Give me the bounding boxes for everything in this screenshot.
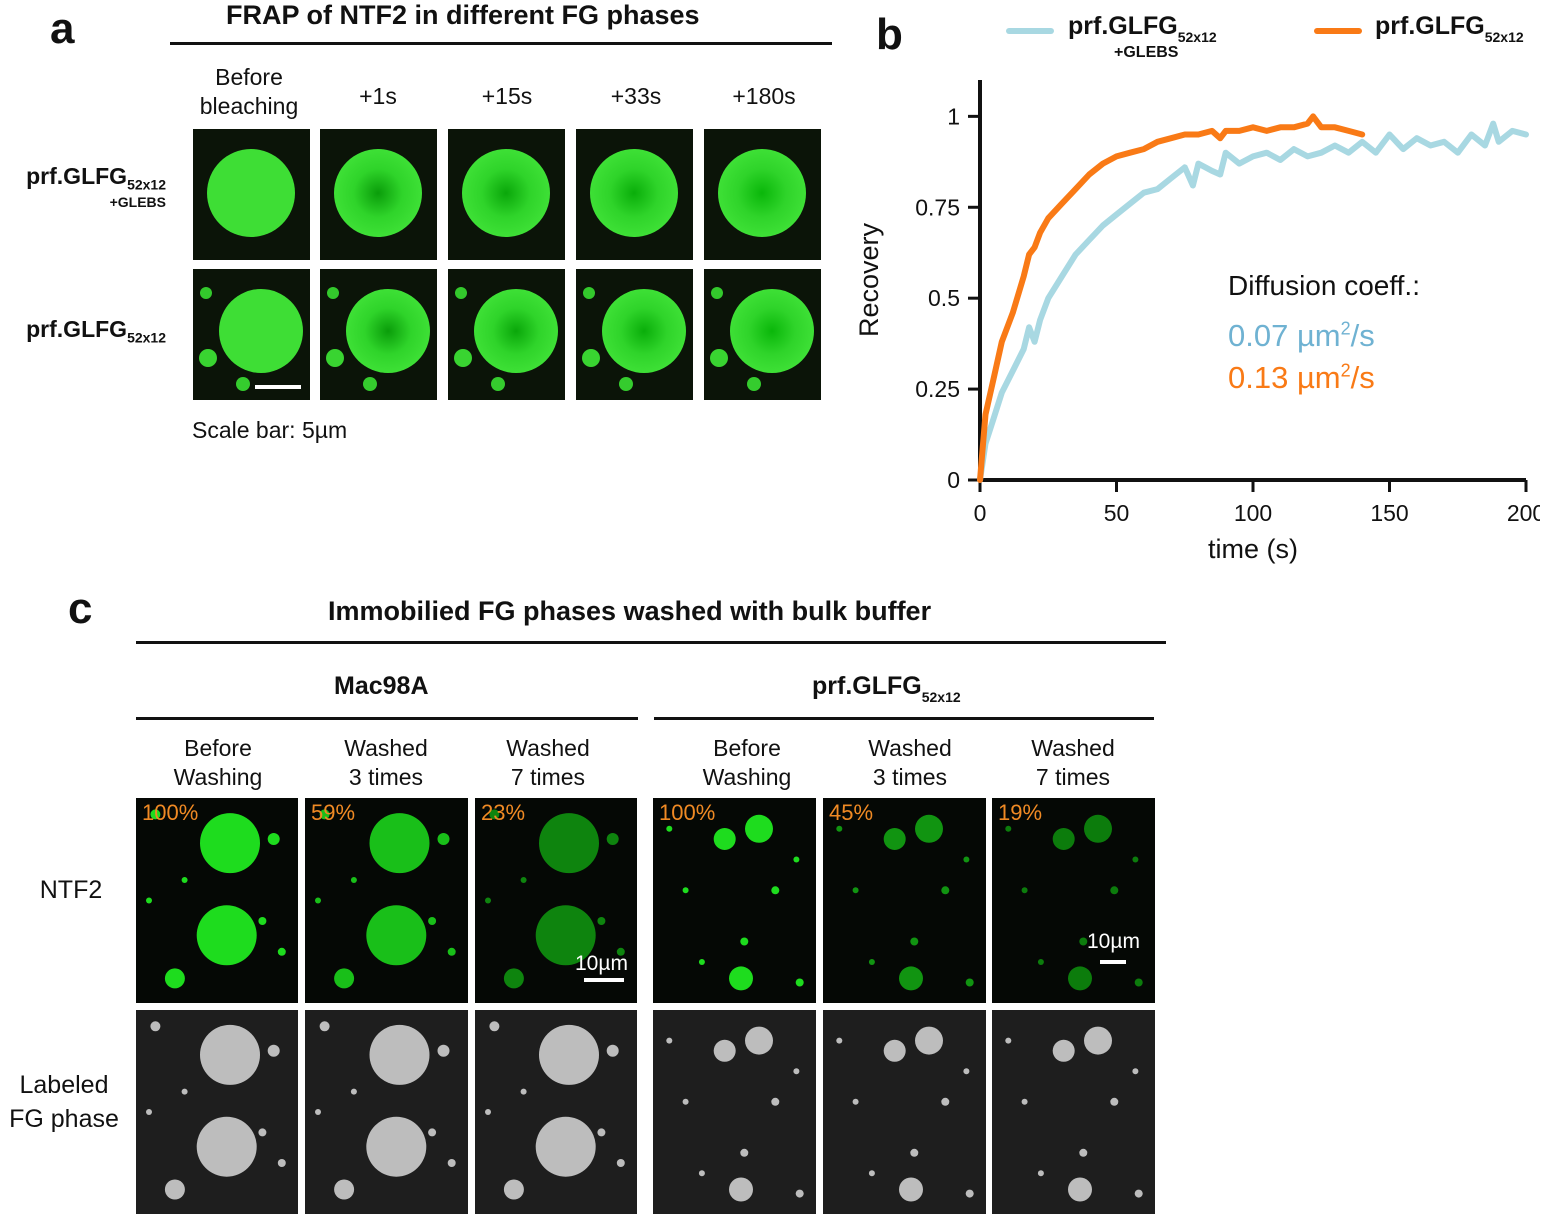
ntf2-micrograph: 100% [136, 798, 298, 1003]
y-tick-label: 0 [947, 467, 960, 493]
row-label-ntf2: NTF2 [39, 876, 103, 904]
ntf2-retention-percent: 59% [311, 800, 356, 825]
fg-phase-micrograph [305, 1010, 468, 1214]
series-line-plain [977, 113, 1366, 483]
frap-micrograph [320, 129, 437, 260]
ntf2-retention-percent: 45% [829, 800, 874, 825]
fg-phase-micrograph [136, 1010, 298, 1214]
fg-phase-micrograph [992, 1010, 1155, 1214]
panel-b-letter: b [876, 10, 903, 59]
panel-c-column-header: Before Washing [173, 735, 263, 790]
x-tick-label: 100 [1234, 500, 1272, 526]
group-rule-mac98a [136, 717, 638, 720]
fg-phase-micrograph [653, 1010, 816, 1214]
group-rule-prf [654, 717, 1154, 720]
x-axis-label: time (s) [1208, 534, 1298, 564]
ntf2-retention-percent: 100% [659, 800, 716, 825]
frap-micrograph [193, 129, 310, 260]
scale-bar-label-prf: 10µm [1087, 930, 1140, 953]
ntf2-retention-percent: 100% [142, 800, 199, 825]
legend-swatch-glebs [1006, 28, 1054, 34]
frap-micrograph [704, 269, 821, 400]
row-label-labeled-fg-phase: Labeled FG phase [9, 1071, 119, 1133]
panel-c-title: Immobilied FG phases washed with bulk bu… [328, 596, 932, 626]
ntf2-micrograph: 59% [305, 798, 468, 1003]
group-label-mac98a: Mac98A [334, 672, 429, 700]
frap-micrograph [704, 129, 821, 260]
panel-a-row-label-1: prf.GLFG52x12 +GLEBS [26, 163, 166, 210]
frap-micrograph [193, 269, 310, 400]
ntf2-micrograph: 45% [823, 798, 986, 1003]
panel-a-column-header: +15s [481, 83, 533, 109]
scale-bar-label-mac98a: 10µm [575, 952, 628, 975]
panel-a-title: FRAP of NTF2 in different FG phases [226, 0, 700, 30]
legend-label-glebs-suffix: +GLEBS [1114, 44, 1179, 61]
frap-micrograph [320, 269, 437, 400]
series-line-glebs [977, 120, 1529, 483]
diffusion-label: Diffusion coeff.: [1228, 270, 1420, 301]
scale-bar-mac98a [584, 978, 624, 982]
y-tick-label: 0.25 [915, 376, 960, 402]
panel-a-row-label-2: prf.GLFG52x12 [26, 316, 166, 346]
ntf2-retention-percent: 23% [481, 800, 526, 825]
ntf2-retention-percent: 19% [998, 800, 1043, 825]
ntf2-micrograph: 100% [653, 798, 816, 1003]
frap-micrograph [576, 269, 693, 400]
frap-micrograph [448, 269, 565, 400]
legend-label-plain: prf.GLFG52x12 [1375, 12, 1524, 45]
y-tick-label: 0.75 [915, 194, 960, 220]
panel-a-scale-bar-caption: Scale bar: 5µm [192, 417, 348, 443]
panel-c-column-header: Washed 3 times [868, 735, 952, 790]
x-tick-label: 0 [974, 500, 987, 526]
fg-phase-micrograph [475, 1010, 637, 1214]
panel-a-column-header: Before bleaching [199, 64, 299, 119]
ntf2-micrograph: 23% [475, 798, 637, 1003]
fg-phase-micrograph [823, 1010, 986, 1214]
diffusion-coeff-plain: 0.13 µm2/s [1228, 360, 1375, 395]
panel-a-column-header: +1s [359, 83, 397, 109]
scale-bar-prf [1100, 960, 1126, 964]
frap-micrograph [576, 129, 693, 260]
legend-label-glebs: prf.GLFG52x12 [1068, 12, 1217, 45]
x-tick-label: 200 [1507, 500, 1540, 526]
panel-c-column-header: Washed 7 times [506, 735, 590, 790]
panel-c-column-header: Washed 3 times [344, 735, 428, 790]
x-tick-label: 50 [1104, 500, 1130, 526]
y-axis-label: Recovery [854, 222, 884, 337]
y-tick-label: 1 [947, 103, 960, 129]
y-tick-label: 0.5 [928, 285, 960, 311]
frap-micrograph [448, 129, 565, 260]
legend-swatch-plain [1314, 28, 1362, 34]
panel-a-letter: a [50, 4, 75, 53]
ntf2-micrograph: 19% [992, 798, 1155, 1003]
panel-c-column-header: Before Washing [702, 735, 792, 790]
panel-a-column-header: +180s [732, 83, 796, 109]
diffusion-coeff-glebs: 0.07 µm2/s [1228, 318, 1375, 353]
panel-a-title-rule [170, 42, 832, 45]
panel-c-title-rule [136, 641, 1166, 644]
panel-c-letter: c [68, 584, 93, 633]
panel-a-column-header: +33s [610, 83, 662, 109]
group-label-prf: prf.GLFG52x12 [812, 672, 961, 705]
panel-c-column-header: Washed 7 times [1031, 735, 1115, 790]
x-tick-label: 150 [1370, 500, 1408, 526]
recovery-chart: 0 0.25 0.5 0.75 1 0 50 100 150 200 time (s) Recover… [854, 80, 1540, 564]
